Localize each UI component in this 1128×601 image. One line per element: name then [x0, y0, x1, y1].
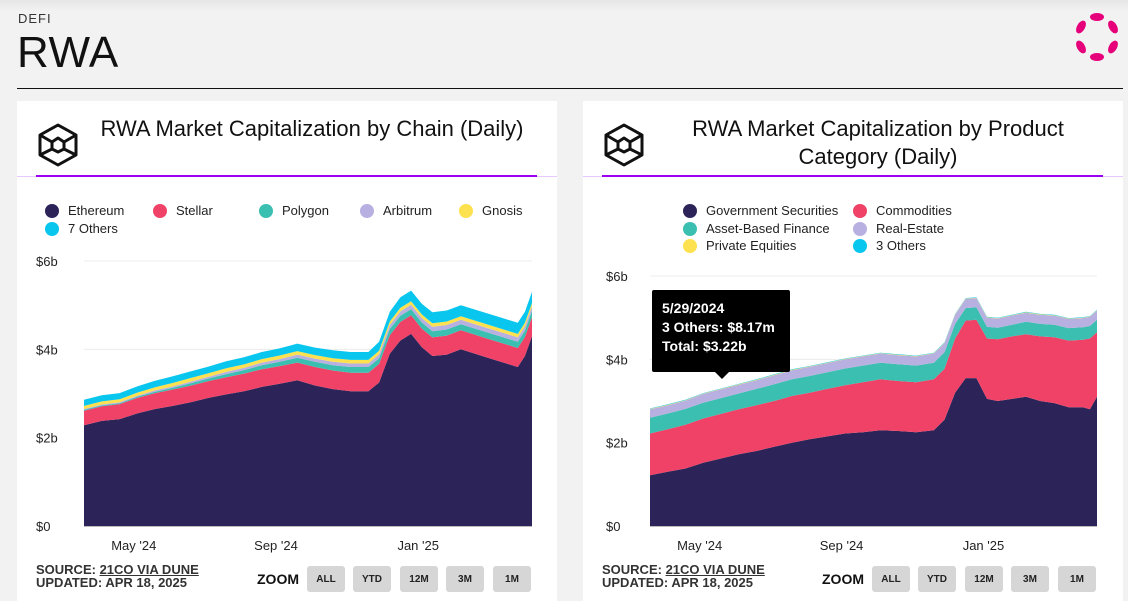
tooltip-total: Total: $3.22b — [662, 338, 747, 354]
zoom-3m-button[interactable]: 3M — [446, 566, 484, 592]
legend-label: Ethereum — [68, 203, 125, 218]
zoom-12m-button[interactable]: 12M — [400, 566, 438, 592]
legend-item-asset-based-finance[interactable]: Asset-Based Finance — [683, 221, 830, 236]
area-series-polygon[interactable] — [84, 309, 532, 411]
legend-swatch — [853, 203, 867, 218]
zoom-1m-button[interactable]: 1M — [1058, 566, 1096, 592]
x-tick-label: Jan '25 — [963, 538, 1005, 553]
zoom-1m-button[interactable]: 1M — [493, 566, 531, 592]
y-tick-label: $2b — [36, 431, 58, 446]
legend-item-7-others[interactable]: 7 Others — [45, 221, 118, 236]
legend-swatch — [683, 203, 697, 218]
cube-icon — [604, 123, 644, 167]
legend-label: Polygon — [282, 203, 329, 218]
legend-swatch — [853, 238, 867, 253]
y-tick-label: $2b — [606, 436, 628, 451]
area-series-arbitrum[interactable] — [84, 304, 532, 410]
legend-item-ethereum[interactable]: Ethereum — [45, 203, 124, 218]
area-series-government-securities[interactable] — [650, 378, 1097, 526]
legend-item-commodities[interactable]: Commodities — [853, 203, 952, 218]
title-divider — [583, 175, 1123, 177]
legend-item-government-securities[interactable]: Government Securities — [683, 203, 838, 218]
legend-item-stellar[interactable]: Stellar — [153, 203, 213, 218]
legend-item-polygon[interactable]: Polygon — [259, 203, 329, 218]
updated-date: UPDATED: APR 18, 2025 — [36, 575, 187, 590]
area-series-commodities[interactable] — [650, 319, 1097, 476]
y-tick-label: $4b — [36, 342, 58, 357]
legend-label: Real-Estate — [876, 221, 944, 236]
zoom-label: ZOOM — [257, 571, 299, 587]
y-tick-label: $4b — [606, 352, 628, 367]
legend-label: Asset-Based Finance — [706, 221, 830, 236]
chart-title: RWA Market Capitalization by Product Cat… — [692, 116, 1064, 169]
legend-swatch — [259, 203, 273, 218]
section-kicker: DEFI — [18, 11, 52, 26]
legend-item-3-others[interactable]: 3 Others — [853, 238, 926, 253]
source-prefix: SOURCE: — [36, 562, 100, 577]
legend-swatch — [459, 203, 473, 218]
legend-label: Government Securities — [706, 203, 839, 218]
legend-swatch — [683, 221, 697, 236]
zoom-all-button[interactable]: ALL — [872, 566, 910, 592]
legend-item-gnosis[interactable]: Gnosis — [459, 203, 522, 218]
area-series-stellar[interactable] — [84, 315, 532, 426]
legend-label: Gnosis — [482, 203, 523, 218]
chart-title: RWA Market Capitalization by Chain (Dail… — [100, 116, 524, 141]
chart-tooltip: 5/29/2024 3 Others: $8.17m Total: $3.22b — [652, 290, 790, 379]
y-tick-label: $0 — [606, 519, 620, 534]
brand-logo-icon — [1076, 13, 1118, 61]
tooltip-date: 5/29/2024 — [662, 300, 725, 316]
chart-source: SOURCE: 21CO VIA DUNE UPDATED: APR 18, 2… — [36, 563, 199, 589]
page-title: RWA — [17, 28, 119, 77]
legend-swatch — [45, 203, 59, 218]
legend-swatch — [45, 221, 59, 236]
legend-label: 7 Others — [68, 221, 118, 236]
legend-item-real-estate[interactable]: Real-Estate — [853, 221, 944, 236]
zoom-12m-button[interactable]: 12M — [965, 566, 1003, 592]
area-series-ethereum[interactable] — [84, 333, 532, 526]
legend-label: Arbitrum — [383, 203, 433, 218]
source-prefix: SOURCE: — [602, 562, 666, 577]
zoom-ytd-button[interactable]: YTD — [353, 566, 391, 592]
legend-item-arbitrum[interactable]: Arbitrum — [360, 203, 432, 218]
x-tick-label: Sep '24 — [820, 538, 864, 553]
header-divider — [17, 88, 1123, 89]
zoom-3m-button[interactable]: 3M — [1011, 566, 1049, 592]
legend-item-private-equities[interactable]: Private Equities — [683, 238, 796, 253]
chart-source: SOURCE: 21CO VIA DUNE UPDATED: APR 18, 2… — [602, 563, 765, 589]
legend-label: Private Equities — [706, 238, 797, 253]
x-tick-label: Sep '24 — [254, 538, 298, 553]
updated-date: UPDATED: APR 18, 2025 — [602, 575, 753, 590]
area-series-7-others[interactable] — [84, 290, 532, 406]
zoom-ytd-button[interactable]: YTD — [918, 566, 956, 592]
y-tick-label: $6b — [36, 254, 58, 269]
title-divider — [17, 175, 557, 177]
source-link[interactable]: 21CO VIA DUNE — [99, 562, 199, 577]
legend-swatch — [360, 203, 374, 218]
area-series-gnosis[interactable] — [84, 301, 532, 409]
page-header: DEFI RWA — [0, 0, 1128, 92]
legend-swatch — [153, 203, 167, 218]
legend-swatch — [853, 221, 867, 236]
legend-label: Stellar — [176, 203, 213, 218]
y-tick-label: $6b — [606, 269, 628, 284]
tooltip-series-value: 3 Others: $8.17m — [662, 319, 775, 335]
x-tick-label: May '24 — [677, 538, 722, 553]
area-series-real-estate[interactable] — [650, 298, 1097, 418]
x-tick-label: May '24 — [111, 538, 156, 553]
legend-label: Commodities — [876, 203, 952, 218]
zoom-all-button[interactable]: ALL — [307, 566, 345, 592]
zoom-label: ZOOM — [822, 571, 864, 587]
x-tick-label: Jan '25 — [397, 538, 439, 553]
source-link[interactable]: 21CO VIA DUNE — [665, 562, 765, 577]
y-tick-label: $0 — [36, 519, 50, 534]
area-series-asset-based-finance[interactable] — [650, 307, 1097, 434]
legend-swatch — [683, 238, 697, 253]
cube-icon — [38, 123, 78, 167]
legend-label: 3 Others — [876, 238, 926, 253]
